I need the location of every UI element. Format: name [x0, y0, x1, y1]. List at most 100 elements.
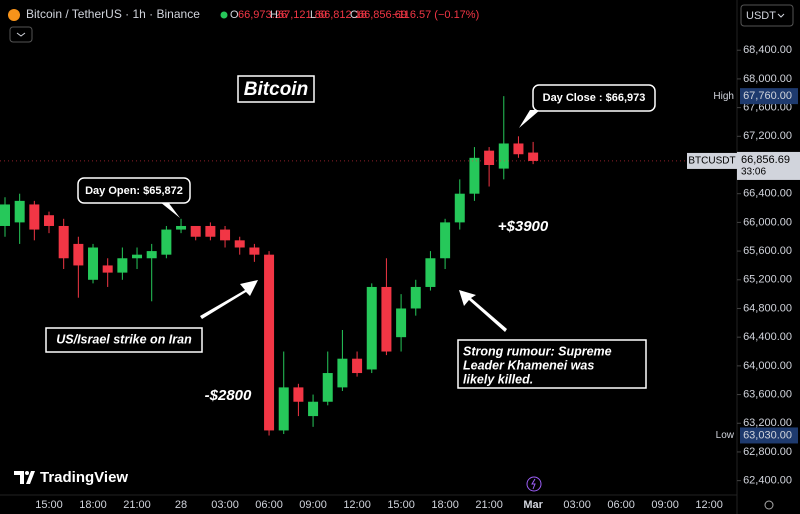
y-tick-label: 63,200.00 — [743, 417, 792, 429]
candle-body — [176, 225, 187, 230]
candle-body — [278, 387, 289, 431]
brand: TradingView — [40, 469, 128, 486]
price-tag-name — [687, 152, 737, 169]
candle-body — [234, 240, 245, 248]
y-tick-label: 67,600.00 — [743, 102, 792, 114]
chevron — [777, 13, 785, 18]
y-tick-label: 66,400.00 — [743, 188, 792, 200]
candle-body — [454, 193, 465, 223]
y-tick-label: 62,400.00 — [743, 475, 792, 487]
candle-body — [132, 254, 143, 259]
candle-body — [44, 215, 55, 226]
x-tick-label: 21:00 — [123, 499, 151, 511]
ohlc-value: 66,973.26 — [238, 9, 287, 21]
price-tag — [740, 427, 798, 444]
price-tag-name: High — [713, 91, 734, 102]
candle-body — [528, 152, 539, 161]
candle-body — [498, 143, 509, 169]
ohlc-key: L — [310, 9, 316, 21]
symbol: Bitcoin / TetherUS · 1h · Binance — [26, 7, 200, 21]
x-tick-label: 09:00 — [299, 499, 327, 511]
candle-body — [337, 358, 348, 388]
candle-body — [366, 286, 377, 370]
candle-body — [410, 286, 421, 309]
rumour-note: Strong rumour: Supreme — [463, 344, 612, 358]
price-tag — [737, 151, 800, 180]
ohlc-value: 67,121.80 — [278, 9, 327, 21]
price-tag-name: Low — [716, 430, 735, 441]
candle-body — [73, 243, 84, 266]
candle-body — [469, 157, 480, 194]
x-tick-label: 03:00 — [563, 499, 591, 511]
annotation-box — [45, 327, 203, 353]
x-tick-label: 18:00 — [79, 499, 107, 511]
price-tag-value: 67,760.00 — [743, 90, 792, 102]
currency-select[interactable] — [740, 4, 794, 27]
price-tag-value: 63,030.00 — [743, 429, 792, 441]
candle-body — [322, 373, 333, 402]
countdown: 33:06 — [741, 167, 766, 178]
candle-body — [0, 204, 10, 226]
x-tick-label: 12:00 — [695, 499, 723, 511]
x-tick-label: 12:00 — [343, 499, 371, 511]
event-icon[interactable] — [526, 476, 542, 492]
candle-body — [102, 265, 113, 273]
x-tick-label: 21:00 — [475, 499, 503, 511]
price-tag-name: BTCUSDT — [688, 156, 735, 167]
ohlc-legend: O 66,973.26H 67,121.80L 66,812.18C 66,856.69 — [230, 9, 407, 21]
collapse-button[interactable] — [9, 26, 33, 43]
callout-box — [77, 177, 191, 204]
status-dot — [220, 11, 228, 19]
x-tick-label: 18:00 — [431, 499, 459, 511]
candle-body — [58, 225, 69, 259]
candle-body — [425, 258, 436, 287]
candle-body — [190, 225, 201, 237]
chevron — [16, 32, 26, 37]
arrow — [200, 280, 258, 319]
candle-body — [161, 229, 172, 255]
x-tick-label: 09:00 — [651, 499, 679, 511]
ohlc-key: H — [270, 9, 278, 21]
x-tick-label: 06:00 — [607, 499, 635, 511]
rumour-note: Leader Khamenei was — [463, 358, 594, 372]
ohlc-value: 66,856.69 — [358, 9, 407, 21]
ohlc-key: C — [350, 9, 358, 21]
title-box — [237, 75, 315, 103]
plot-area — [0, 96, 539, 436]
y-tick-label: 65,200.00 — [743, 274, 792, 286]
currency: USDT — [746, 10, 776, 22]
x-tick-label: 28 — [175, 499, 187, 511]
candle-body — [249, 247, 260, 255]
x-tick-label: Mar — [523, 499, 543, 511]
candle-body — [88, 247, 99, 280]
annotation-box — [457, 339, 647, 389]
event-icon — [531, 478, 536, 490]
x-tick-label: 15:00 — [387, 499, 415, 511]
ohlc-key: O — [230, 9, 239, 21]
candle-body — [381, 286, 392, 352]
x-tick-label: 03:00 — [211, 499, 239, 511]
callout-pointer — [519, 110, 540, 128]
candle-body — [293, 387, 304, 402]
brand-logo — [25, 471, 29, 475]
candle-body — [205, 225, 216, 237]
settings-icon[interactable] — [764, 500, 774, 510]
change: −116.57 (−0.17%) — [392, 9, 479, 21]
y-tick-label: 68,000.00 — [743, 73, 792, 85]
y-tick-label: 68,400.00 — [743, 44, 792, 56]
rumour-note: likely killed. — [463, 372, 533, 386]
y-tick-label: 62,800.00 — [743, 446, 792, 458]
y-tick-label: 67,200.00 — [743, 130, 792, 142]
callout-pointer — [160, 202, 180, 218]
y-tick-label: 65,600.00 — [743, 245, 792, 257]
price-tag — [740, 88, 798, 105]
y-tick-label: 64,000.00 — [743, 360, 792, 372]
y-tick-label: 66,000.00 — [743, 216, 792, 228]
price-tag-value: 66,856.69 — [741, 154, 790, 166]
arrow — [459, 290, 507, 332]
x-tick-label: 15:00 — [35, 499, 63, 511]
candle-body — [146, 251, 157, 259]
brand-logo — [14, 471, 35, 484]
